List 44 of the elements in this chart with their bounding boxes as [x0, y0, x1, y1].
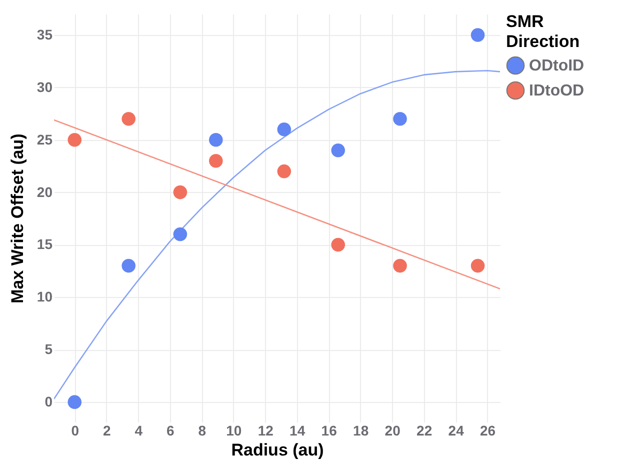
- x-tick-label: 4: [134, 422, 143, 438]
- x-tick-label: 22: [416, 422, 432, 438]
- point: [470, 258, 485, 273]
- x-tick-label: 6: [166, 422, 174, 438]
- point: [277, 164, 292, 178]
- point: [173, 227, 188, 242]
- point: [393, 258, 407, 273]
- x-axis-title: Radius (au): [231, 440, 324, 460]
- x-tick-label: 2: [102, 422, 111, 438]
- point: [209, 154, 223, 168]
- y-tick-label: 35: [36, 26, 53, 42]
- y-tick-label: 20: [36, 184, 53, 200]
- point: [331, 143, 345, 158]
- point: [470, 28, 485, 42]
- y-tick-label: 25: [36, 131, 53, 148]
- x-tick-label: 16: [321, 422, 338, 438]
- line-series: [54, 70, 500, 400]
- point: [209, 132, 223, 147]
- x-tick-label: 10: [226, 422, 242, 438]
- point: [173, 185, 188, 200]
- point: [68, 132, 82, 147]
- x-tick-label: 12: [258, 422, 274, 438]
- x-tick-label: 26: [480, 422, 496, 438]
- y-tick-label: 10: [36, 288, 53, 305]
- x-tick-label: 8: [198, 422, 206, 438]
- point: [277, 122, 292, 136]
- legend-label: IDtoOD: [529, 82, 584, 100]
- point: [122, 258, 136, 273]
- y-tick-label: 0: [44, 394, 53, 410]
- x-tick-label: 0: [71, 422, 80, 438]
- x-tick-label: 14: [290, 422, 306, 438]
- y-tick-label: 5: [44, 341, 53, 358]
- x-tick-label: 18: [353, 422, 369, 438]
- point: [393, 112, 407, 126]
- x-tick-label: 20: [384, 422, 401, 438]
- point: [122, 112, 136, 126]
- legend-title: SMR Direction: [506, 12, 580, 51]
- x-tick-label: 24: [448, 422, 464, 438]
- y-axis-title: Max Write Offset (au): [8, 134, 27, 304]
- legend-label: ODtoID: [529, 58, 584, 74]
- y-tick-label: 30: [36, 78, 53, 95]
- y-tick-label: 15: [36, 236, 53, 252]
- point: [68, 395, 82, 409]
- point: [331, 238, 345, 252]
